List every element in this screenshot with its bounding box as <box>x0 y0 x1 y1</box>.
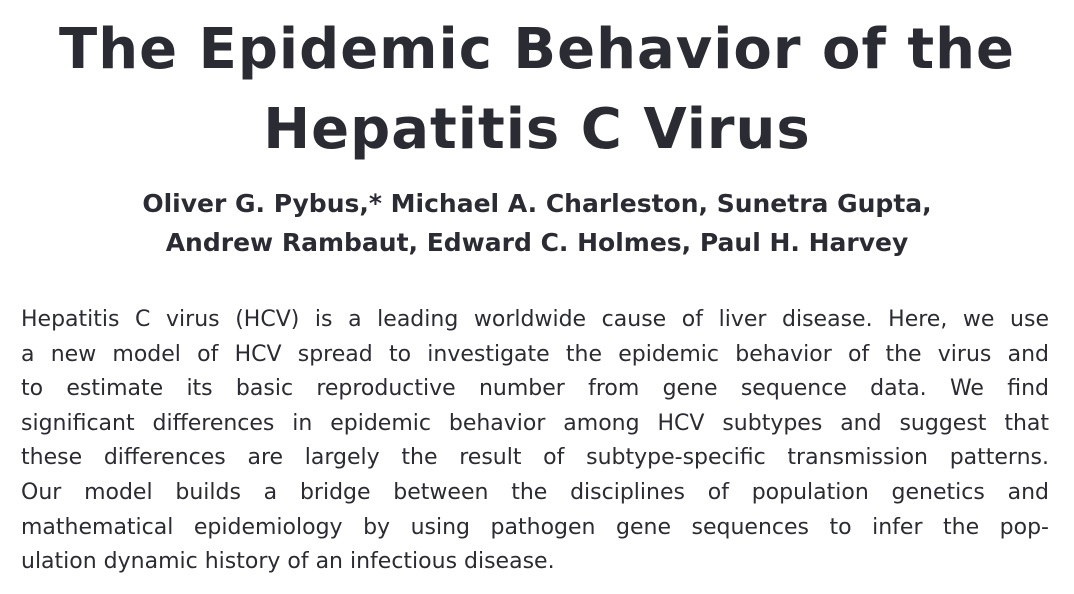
title-line: The Epidemic Behavior of the <box>59 17 1015 82</box>
author-list: Oliver G. Pybus,* Michael A. Charleston,… <box>0 184 1074 262</box>
abstract-line: a new model of HCV spread to investigate… <box>21 341 1049 367</box>
abstract-line: ulation dynamic history of an infectious… <box>21 549 555 575</box>
author-line: Andrew Rambaut, Edward C. Holmes, Paul H… <box>165 228 909 257</box>
abstract-line: mathematical epidemiology by using patho… <box>21 514 1049 540</box>
abstract-line: to estimate its basic reproductive numbe… <box>21 376 1049 402</box>
abstract-paragraph: Hepatitis C virus (HCV) is a leading wor… <box>21 303 1049 580</box>
abstract-line: significant differences in epidemic beha… <box>21 410 1049 436</box>
abstract-line: Our model builds a bridge between the di… <box>21 479 1049 505</box>
author-line: Oliver G. Pybus,* Michael A. Charleston,… <box>142 189 932 218</box>
abstract-line: these differences are largely the result… <box>21 445 1049 471</box>
paper-title: The Epidemic Behavior of the Hepatitis C… <box>0 10 1074 170</box>
title-line: Hepatitis C Virus <box>263 97 811 162</box>
abstract-line: Hepatitis C virus (HCV) is a leading wor… <box>21 307 1049 332</box>
